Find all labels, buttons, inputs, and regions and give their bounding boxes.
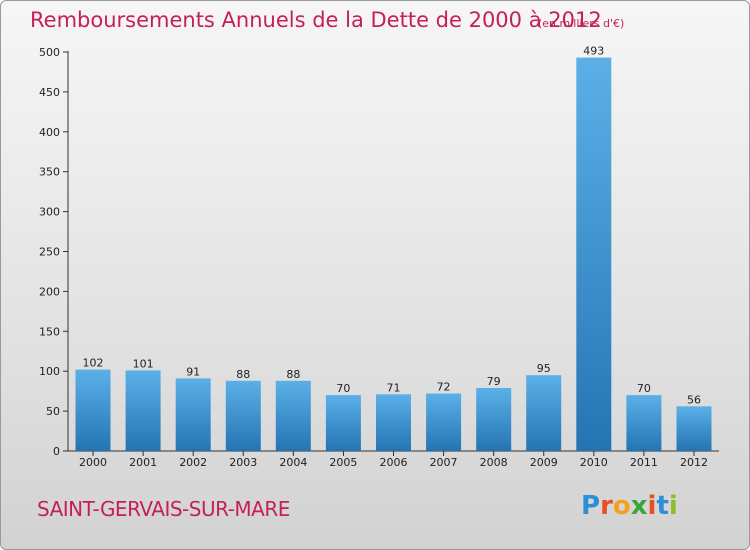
- logo-letter: t: [656, 491, 669, 521]
- bar-value-label: 91: [186, 365, 200, 378]
- bar-value-label: 70: [336, 382, 350, 395]
- bar: [376, 394, 411, 451]
- bar: [125, 370, 161, 451]
- chart-bars: [75, 57, 712, 451]
- logo-letter: o: [612, 491, 631, 521]
- x-tick-label: 2002: [179, 456, 207, 469]
- y-tick-label: 50: [46, 405, 60, 418]
- chart-labels: 2000 102 2001 101 2002 91 2003 88 2004 88 2005 70 20…: [79, 45, 708, 469]
- bar-value-label: 95: [537, 362, 551, 375]
- y-tick-label: 0: [53, 445, 60, 458]
- bar: [325, 395, 361, 451]
- x-tick-label: 2001: [129, 456, 157, 469]
- bar: [275, 380, 311, 451]
- bar-value-label: 79: [487, 375, 501, 388]
- x-tick-label: 2007: [430, 456, 458, 469]
- bar-value-label: 88: [286, 368, 300, 381]
- x-tick-label: 2006: [380, 456, 408, 469]
- x-tick-label: 2009: [530, 456, 558, 469]
- proxiti-logo: Proxiti: [581, 491, 678, 521]
- city-name: SAINT-GERVAIS-SUR-MARE: [37, 497, 290, 521]
- x-tick-label: 2012: [680, 456, 708, 469]
- y-tick-label: 150: [39, 325, 60, 338]
- bar: [626, 395, 662, 451]
- bar-value-label: 493: [583, 45, 604, 58]
- logo-letter: P: [581, 491, 601, 521]
- bar-value-label: 102: [83, 357, 104, 370]
- x-tick-label: 2000: [79, 456, 107, 469]
- bar-value-label: 88: [236, 368, 250, 381]
- bar: [75, 369, 111, 451]
- bar-value-label: 72: [437, 381, 451, 394]
- y-tick-label: 100: [39, 365, 60, 378]
- y-tick-label: 450: [39, 86, 60, 99]
- x-tick-label: 2004: [279, 456, 307, 469]
- bar-value-label: 101: [133, 357, 154, 370]
- bar: [576, 57, 612, 451]
- x-tick-label: 2008: [480, 456, 508, 469]
- y-tick-label: 350: [39, 166, 60, 179]
- bar: [476, 388, 512, 451]
- logo-letter: i: [668, 491, 678, 521]
- bar: [175, 378, 211, 451]
- bar-value-label: 70: [637, 382, 651, 395]
- bar-value-label: 56: [687, 393, 701, 406]
- x-tick-label: 2011: [630, 456, 658, 469]
- y-tick-label: 250: [39, 246, 60, 259]
- bar: [676, 406, 712, 451]
- y-tick-label: 300: [39, 206, 60, 219]
- chart-unit: (en milliers d'€): [538, 17, 625, 30]
- x-tick-label: 2010: [580, 456, 608, 469]
- chart-title: Remboursements Annuels de la Dette de 20…: [30, 8, 602, 32]
- logo-letter: i: [647, 491, 657, 521]
- bar-value-label: 71: [387, 381, 401, 394]
- x-tick-label: 2003: [229, 456, 257, 469]
- logo-letter: x: [630, 491, 648, 521]
- bar: [426, 393, 462, 451]
- y-tick-label: 500: [39, 46, 60, 59]
- x-tick-label: 2005: [329, 456, 357, 469]
- bar: [225, 380, 261, 451]
- y-tick-label: 400: [39, 126, 60, 139]
- bar: [526, 375, 562, 451]
- y-tick-label: 200: [39, 285, 60, 298]
- logo-letter: r: [600, 491, 613, 521]
